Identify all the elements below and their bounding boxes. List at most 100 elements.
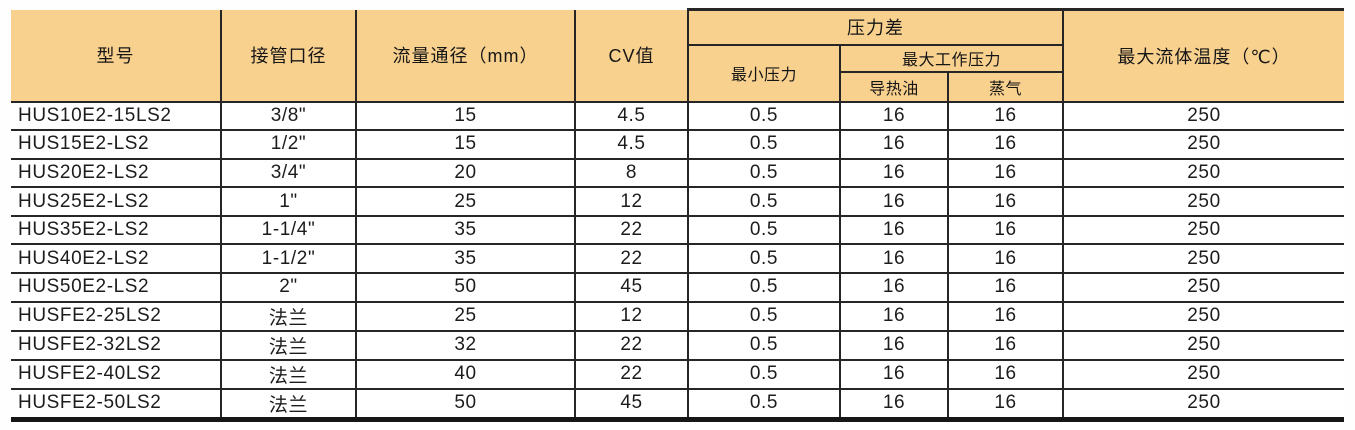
cell-steam: 16: [946, 186, 1064, 216]
cell-heat-transfer-oil: 16: [839, 157, 948, 188]
table-row: HUSFE2-32LS2 法兰 32 22 0.5 16 16 250: [11, 329, 1345, 360]
cell-flow-diameter: 35: [355, 214, 575, 245]
cell-steam: 16: [946, 358, 1064, 389]
cell-min-pressure: 0.5: [687, 387, 840, 418]
cell-max-fluid-temp: 250: [1062, 329, 1345, 360]
spec-table-wrapper: 型号 接管口径 流量通径（mm） CV值 压力差 最大流体温度（℃） 最小压力 …: [11, 8, 1345, 423]
cell-steam: 16: [946, 243, 1064, 274]
cell-heat-transfer-oil: 16: [839, 100, 948, 131]
cell-min-pressure: 0.5: [687, 243, 840, 274]
cell-pipe-size: 3/4": [220, 157, 356, 188]
table-body: HUS10E2-15LS2 3/8" 15 4.5 0.5 16 16 250 …: [11, 100, 1345, 418]
header-heat-transfer-oil: 导热油: [839, 70, 948, 102]
table-header: 型号 接管口径 流量通径（mm） CV值 压力差 最大流体温度（℃） 最小压力 …: [11, 8, 1345, 102]
header-model: 型号: [11, 9, 221, 102]
cell-min-pressure: 0.5: [687, 358, 840, 389]
header-pressure-diff-group: 压力差: [686, 8, 1064, 45]
cell-cv: 8: [574, 157, 688, 188]
cell-model: HUSFE2-40LS2: [11, 358, 221, 389]
cell-model: HUS25E2-LS2: [11, 186, 221, 216]
cell-model: HUS20E2-LS2: [11, 157, 221, 188]
table-row: HUS40E2-LS2 1-1/2" 35 22 0.5 16 16 250: [11, 243, 1345, 274]
cell-max-fluid-temp: 250: [1062, 214, 1345, 245]
cell-flow-diameter: 15: [355, 129, 575, 159]
cell-pipe-size: 1-1/4": [220, 214, 356, 245]
cell-flow-diameter: 25: [355, 186, 575, 216]
cell-flow-diameter: 20: [355, 157, 575, 188]
cell-cv: 45: [574, 387, 688, 418]
table-row: HUSFE2-40LS2 法兰 40 22 0.5 16 16 250: [11, 358, 1345, 389]
header-cv: CV值: [574, 9, 688, 102]
cell-model: HUS10E2-15LS2: [11, 100, 221, 131]
cell-max-fluid-temp: 250: [1062, 157, 1345, 188]
cell-heat-transfer-oil: 16: [839, 214, 948, 245]
cell-min-pressure: 0.5: [687, 186, 840, 216]
cell-min-pressure: 0.5: [687, 300, 840, 331]
cell-flow-diameter: 35: [355, 243, 575, 274]
table-row: HUS10E2-15LS2 3/8" 15 4.5 0.5 16 16 250: [11, 100, 1345, 131]
cell-cv: 22: [574, 214, 688, 245]
table-row: HUS50E2-LS2 2" 50 45 0.5 16 16 250: [11, 272, 1345, 302]
cell-cv: 4.5: [574, 129, 688, 159]
cell-heat-transfer-oil: 16: [839, 186, 948, 216]
table-row: HUS25E2-LS2 1" 25 12 0.5 16 16 250: [11, 186, 1345, 216]
table-row: HUS15E2-LS2 1/2" 15 4.5 0.5 16 16 250: [11, 129, 1345, 159]
cell-steam: 16: [946, 129, 1064, 159]
cell-steam: 16: [946, 157, 1064, 188]
cell-pipe-size: 2": [220, 272, 356, 302]
cell-steam: 16: [946, 387, 1064, 418]
cell-max-fluid-temp: 250: [1062, 186, 1345, 216]
header-flow-diameter: 流量通径（mm）: [355, 9, 575, 102]
cell-model: HUSFE2-50LS2: [11, 387, 221, 418]
cell-pipe-size: 法兰: [220, 358, 356, 389]
cell-flow-diameter: 50: [355, 387, 575, 418]
header-min-pressure: 最小压力: [687, 43, 840, 102]
cell-pipe-size: 1/2": [220, 129, 356, 159]
cell-model: HUSFE2-25LS2: [11, 300, 221, 331]
cell-cv: 45: [574, 272, 688, 302]
cell-min-pressure: 0.5: [687, 129, 840, 159]
cell-heat-transfer-oil: 16: [839, 387, 948, 418]
header-max-fluid-temp: 最大流体温度（℃）: [1062, 8, 1345, 102]
cell-pipe-size: 法兰: [220, 387, 356, 418]
cell-pipe-size: 3/8": [220, 100, 356, 131]
cell-max-fluid-temp: 250: [1062, 243, 1345, 274]
cell-flow-diameter: 15: [355, 100, 575, 131]
cell-heat-transfer-oil: 16: [839, 358, 948, 389]
cell-cv: 12: [574, 186, 688, 216]
cell-heat-transfer-oil: 16: [839, 129, 948, 159]
cell-model: HUS50E2-LS2: [11, 272, 221, 302]
cell-model: HUS35E2-LS2: [11, 214, 221, 245]
cell-pipe-size: 1": [220, 186, 356, 216]
cell-max-fluid-temp: 250: [1062, 358, 1345, 389]
cell-cv: 4.5: [574, 100, 688, 131]
cell-heat-transfer-oil: 16: [839, 272, 948, 302]
cell-min-pressure: 0.5: [687, 272, 840, 302]
cell-cv: 22: [574, 329, 688, 360]
cell-cv: 22: [574, 358, 688, 389]
header-pipe-size: 接管口径: [220, 9, 356, 102]
header-steam: 蒸气: [946, 70, 1064, 102]
table-row: HUS20E2-LS2 3/4" 20 8 0.5 16 16 250: [11, 157, 1345, 188]
cell-model: HUSFE2-32LS2: [11, 329, 221, 360]
cell-steam: 16: [946, 100, 1064, 131]
cell-steam: 16: [946, 272, 1064, 302]
cell-model: HUS15E2-LS2: [11, 129, 221, 159]
cell-steam: 16: [946, 329, 1064, 360]
cell-max-fluid-temp: 250: [1062, 387, 1345, 418]
table-row: HUSFE2-50LS2 法兰 50 45 0.5 16 16 250: [11, 387, 1345, 418]
cell-max-fluid-temp: 250: [1062, 100, 1345, 131]
cell-max-fluid-temp: 250: [1062, 272, 1345, 302]
cell-pipe-size: 1-1/2": [220, 243, 356, 274]
cell-heat-transfer-oil: 16: [839, 243, 948, 274]
cell-heat-transfer-oil: 16: [839, 329, 948, 360]
table-row: HUS35E2-LS2 1-1/4" 35 22 0.5 16 16 250: [11, 214, 1345, 245]
cell-min-pressure: 0.5: [687, 329, 840, 360]
cell-min-pressure: 0.5: [687, 214, 840, 245]
cell-steam: 16: [946, 300, 1064, 331]
spec-table: 型号 接管口径 流量通径（mm） CV值 压力差 最大流体温度（℃） 最小压力 …: [11, 8, 1345, 418]
header-max-working-pressure-group: 最大工作压力: [838, 43, 1064, 72]
cell-max-fluid-temp: 250: [1062, 129, 1345, 159]
cell-max-fluid-temp: 250: [1062, 300, 1345, 331]
